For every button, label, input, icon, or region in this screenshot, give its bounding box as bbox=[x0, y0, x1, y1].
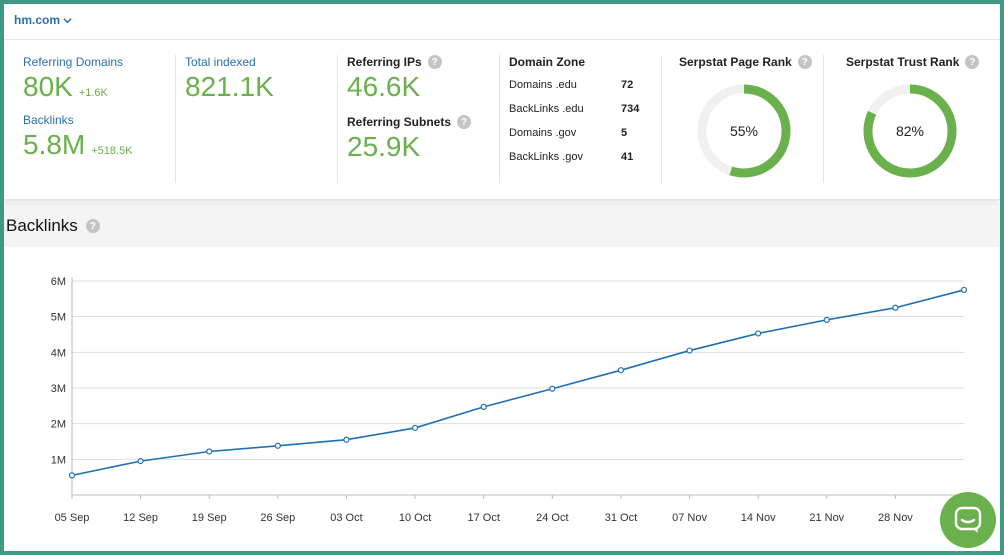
referring-domains-block: Referring Domains 80K +1.6K Backlinks 5.8… bbox=[4, 55, 176, 183]
zone-key: Domains .gov bbox=[509, 127, 577, 139]
x-tick-label: 07 Nov bbox=[672, 512, 707, 524]
backlinks-chart: 1M 2M 3M 4M 5M 6M 05 Sep 12 Sep 19 Sep 26 Sep 03 O… bbox=[4, 247, 1000, 551]
data-point bbox=[549, 385, 556, 392]
referring-ips-label: Referring IPs bbox=[347, 55, 422, 69]
page-rank-gauge: 55% bbox=[696, 83, 792, 179]
x-tick-label: 19 Sep bbox=[192, 512, 227, 524]
domain-zone-row: Domains .edu 72 bbox=[509, 73, 661, 97]
series-line bbox=[71, 289, 965, 477]
zone-value: 72 bbox=[621, 79, 634, 91]
x-tick-label: 03 Oct bbox=[330, 512, 362, 524]
question-circle-icon[interactable]: ? bbox=[457, 115, 472, 129]
page-rank-block: Serpstat Page Rank ? 55% bbox=[662, 55, 824, 183]
x-tick-label: 10 Oct bbox=[399, 512, 431, 524]
data-point bbox=[411, 424, 419, 432]
backlinks-section-title: Backlinks bbox=[6, 216, 78, 235]
chat-button[interactable] bbox=[940, 492, 996, 548]
referring-domains-delta: +1.6K bbox=[78, 87, 108, 99]
data-point bbox=[137, 458, 144, 465]
domain-zone-row: BackLinks .edu 734 bbox=[509, 97, 661, 121]
gauge-arc bbox=[863, 84, 957, 178]
domain-label: hm.com bbox=[14, 13, 61, 27]
trust-rank-block: Serpstat Trust Rank ? 82% bbox=[824, 55, 1000, 183]
zone-key: BackLinks .edu bbox=[509, 103, 584, 115]
zone-value: 5 bbox=[621, 127, 628, 139]
backlinks-section-header: Backlinks ? bbox=[4, 203, 1000, 247]
domain-zone-table: Domains .edu 72 BackLinks .edu 734 Domains… bbox=[509, 73, 661, 169]
data-point bbox=[823, 316, 830, 323]
chat-icon bbox=[954, 506, 982, 533]
backlinks-delta: +518.5K bbox=[91, 145, 133, 157]
chevron-down-icon bbox=[63, 17, 72, 23]
referring-domains-label[interactable]: Referring Domains bbox=[23, 55, 124, 69]
referring-ips-value: 46.6K bbox=[347, 71, 421, 102]
page-rank-label: Serpstat Page Rank bbox=[679, 55, 792, 69]
data-point bbox=[480, 403, 487, 411]
y-tick-label: 6M bbox=[51, 276, 66, 288]
x-tick-label: 21 Nov bbox=[809, 512, 844, 524]
x-tick-label: 05 Sep bbox=[55, 512, 90, 524]
page-rank-value: 55% bbox=[729, 123, 759, 139]
y-tick-label: 5M bbox=[51, 312, 66, 324]
referring-domains-value: 80K bbox=[23, 71, 73, 102]
chart-canvas: 1M 2M 3M 4M 5M 6M 05 Sep 12 Sep 19 Sep 26 Sep 03 O… bbox=[51, 276, 968, 524]
zone-value: 41 bbox=[621, 151, 634, 163]
x-tick-label: 17 Oct bbox=[467, 512, 499, 524]
data-point bbox=[686, 347, 693, 354]
referring-ips-heading: Referring IPs ? bbox=[347, 55, 499, 69]
trust-rank-value: 82% bbox=[895, 123, 925, 139]
referring-subnets-value: 25.9K bbox=[347, 131, 421, 162]
domain-zone-row: Domains .gov 5 bbox=[509, 121, 661, 145]
domain-dropdown[interactable]: hm.com bbox=[14, 13, 72, 27]
question-circle-icon[interactable]: ? bbox=[427, 55, 442, 69]
question-circle-icon[interactable]: ? bbox=[965, 55, 980, 69]
domain-zone-label: Domain Zone bbox=[509, 55, 586, 69]
total-indexed-label[interactable]: Total indexed bbox=[185, 55, 256, 69]
x-tick-label: 26 Sep bbox=[260, 512, 295, 524]
section-title: Backlinks ? bbox=[6, 216, 100, 236]
data-point bbox=[343, 436, 350, 443]
x-tick-label: 28 Nov bbox=[878, 512, 913, 524]
data-point bbox=[755, 330, 762, 337]
data-point bbox=[274, 442, 281, 449]
zone-value: 734 bbox=[621, 103, 640, 115]
zone-key: BackLinks .gov bbox=[509, 151, 583, 163]
top-bar: hm.com bbox=[4, 4, 1000, 40]
referring-ips-block: Referring IPs ? 46.6K Referring Subnets … bbox=[338, 55, 500, 183]
question-circle-icon[interactable]: ? bbox=[797, 55, 812, 69]
total-indexed-block: Total indexed 821.1K bbox=[176, 55, 338, 183]
trust-rank-label: Serpstat Trust Rank bbox=[846, 55, 960, 69]
data-point bbox=[960, 286, 968, 294]
backlinks-label[interactable]: Backlinks bbox=[23, 113, 74, 127]
data-point bbox=[68, 472, 76, 479]
zone-key: Domains .edu bbox=[509, 79, 577, 91]
x-tick-label: 31 Oct bbox=[605, 512, 637, 524]
domain-zone-block: Domain Zone Domains .edu 72 BackLinks .ed… bbox=[500, 55, 662, 183]
total-indexed-value: 821.1K bbox=[185, 71, 274, 102]
data-point bbox=[206, 448, 213, 455]
x-tick-label: 12 Sep bbox=[123, 512, 158, 524]
page-rank-heading: Serpstat Page Rank ? bbox=[679, 55, 823, 69]
question-circle-icon[interactable]: ? bbox=[85, 219, 100, 233]
stats-panel: Referring Domains 80K +1.6K Backlinks 5.8… bbox=[4, 41, 1000, 199]
app-frame: hm.com Referring Domains 80K +1.6K Backli… bbox=[4, 4, 1000, 551]
trust-rank-heading: Serpstat Trust Rank ? bbox=[846, 55, 1000, 69]
x-tick-label: 24 Oct bbox=[536, 512, 568, 524]
referring-subnets-label: Referring Subnets bbox=[347, 115, 452, 129]
data-point bbox=[892, 304, 899, 311]
domain-zone-row: BackLinks .gov 41 bbox=[509, 145, 661, 169]
y-tick-label: 4M bbox=[51, 347, 66, 359]
gauge-arc bbox=[697, 84, 791, 178]
x-tick-label: 14 Nov bbox=[741, 512, 776, 524]
y-tick-label: 2M bbox=[51, 419, 66, 431]
referring-subnets-heading: Referring Subnets ? bbox=[347, 115, 499, 129]
y-tick-label: 3M bbox=[51, 383, 66, 395]
y-tick-label: 1M bbox=[51, 454, 66, 466]
data-point bbox=[617, 367, 625, 374]
trust-rank-gauge: 82% bbox=[862, 83, 958, 179]
backlinks-value: 5.8M bbox=[23, 129, 86, 160]
